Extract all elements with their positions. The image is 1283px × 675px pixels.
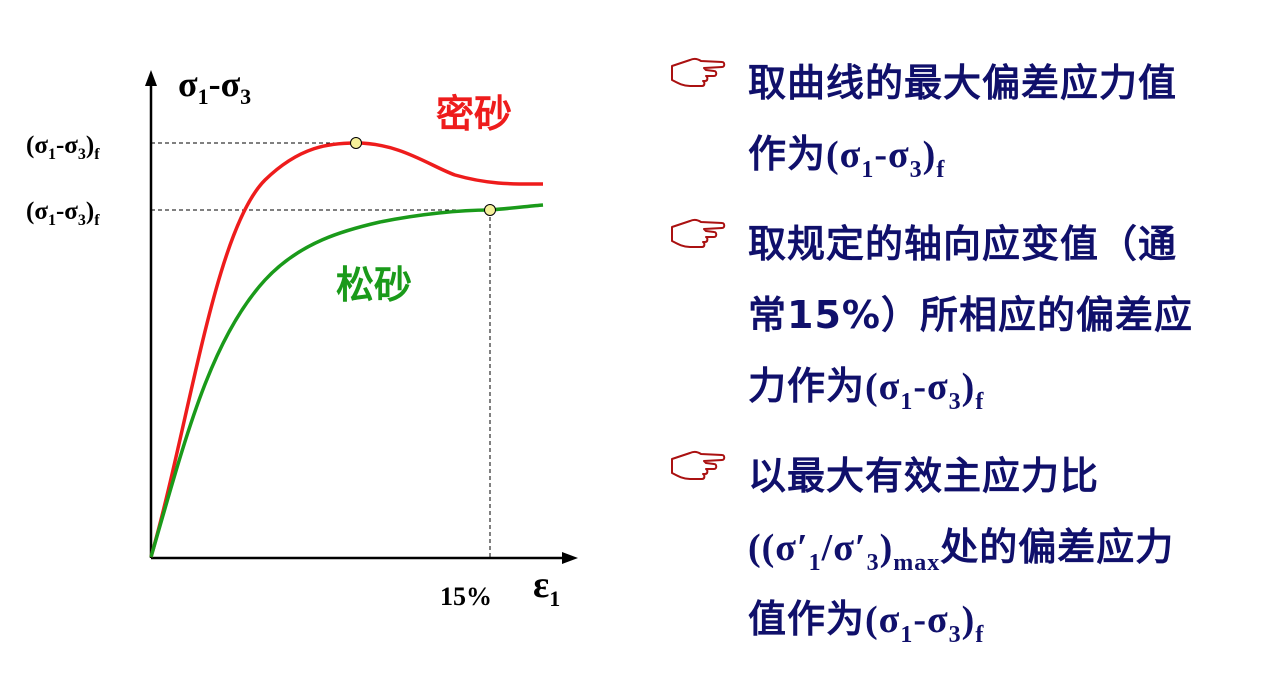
criteria-2-line-3: 力作为(σ1-σ3)f: [748, 364, 985, 415]
loose-sand-curve: [149, 203, 544, 558]
y-axis-arrow: [145, 70, 157, 86]
dense-sand-label: 密砂: [436, 92, 512, 136]
criteria-1-line-1: 取曲线的最大偏差应力值: [748, 61, 1178, 105]
y-axis-label: σ1-σ3: [178, 64, 251, 109]
criteria-3-line-1: 以最大有效主应力比: [748, 454, 1100, 498]
dense-level-label: (σ1-σ3)f: [26, 132, 100, 163]
criteria-2-line-2: 常15%）所相应的偏差应: [748, 293, 1193, 337]
dense-sand-curve: [149, 141, 544, 558]
dense-peak-marker: [350, 137, 362, 149]
x-axis-label: ε1: [533, 564, 560, 611]
loose-sand-label: 松砂: [336, 263, 412, 307]
criteria-3-line-2: ((σ′1/σ′3)max处的偏差应力: [748, 525, 1175, 576]
pointing-hand-icon: [671, 450, 726, 480]
pointing-hand-icon: [671, 57, 726, 87]
loose-level-label: (σ1-σ3)f: [26, 198, 100, 229]
criteria-item-2: 取规定的轴向应变值（通 常15%）所相应的偏差应 力作为(σ1-σ3)f: [668, 209, 1268, 423]
criteria-3-line-3: 值作为(σ1-σ3)f: [748, 597, 985, 648]
pointing-hand-icon: [671, 218, 726, 248]
criteria-item-1: 取曲线的最大偏差应力值 作为(σ1-σ3)f: [668, 48, 1268, 191]
x-tick-15-percent: 15%: [440, 582, 492, 611]
criteria-1-line-2: 作为(σ1-σ3)f: [748, 132, 946, 183]
stress-strain-diagram: σ1-σ3 (σ1-σ3)f (σ1-σ3)f 密砂 松砂 15% ε1: [26, 64, 578, 611]
criteria-item-3: 以最大有效主应力比 ((σ′1/σ′3)max处的偏差应力 值作为(σ1-σ3)…: [668, 441, 1268, 656]
x-axis-arrow: [562, 552, 578, 564]
criteria-2-line-1: 取规定的轴向应变值（通: [748, 222, 1178, 266]
loose-15-marker: [484, 204, 496, 216]
criteria-list: 取曲线的最大偏差应力值 作为(σ1-σ3)f 取规定的轴向应变值（通 常15%）…: [668, 48, 1268, 674]
